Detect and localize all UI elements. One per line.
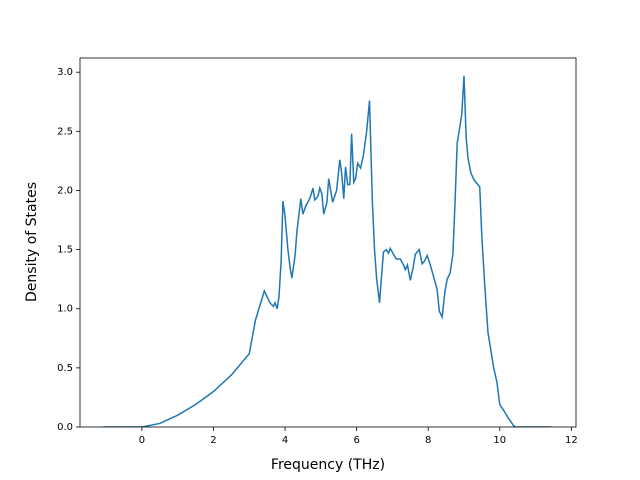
y-tick-label: 0.5: [57, 363, 73, 374]
plot-frame: [79, 57, 577, 428]
y-tick-label: 0.0: [57, 422, 73, 433]
line-series: [103, 75, 552, 427]
y-tick-label: 2.0: [57, 185, 73, 196]
y-axis-label: Density of States: [24, 182, 40, 302]
x-tick-label: 2: [210, 435, 216, 446]
y-tick-label: 1.5: [57, 245, 73, 256]
x-tick-label: 10: [493, 435, 506, 446]
y-tick-label: 1.0: [57, 304, 73, 315]
x-tick-label: 4: [282, 435, 288, 446]
y-tick-label: 2.5: [57, 126, 73, 137]
y-tick-label: 3.0: [57, 67, 73, 78]
x-tick-label: 12: [565, 435, 578, 446]
x-axis-label: Frequency (THz): [271, 457, 385, 473]
x-tick-label: 6: [353, 435, 359, 446]
x-tick-label: 8: [425, 435, 431, 446]
x-tick-label: 0: [139, 435, 145, 446]
